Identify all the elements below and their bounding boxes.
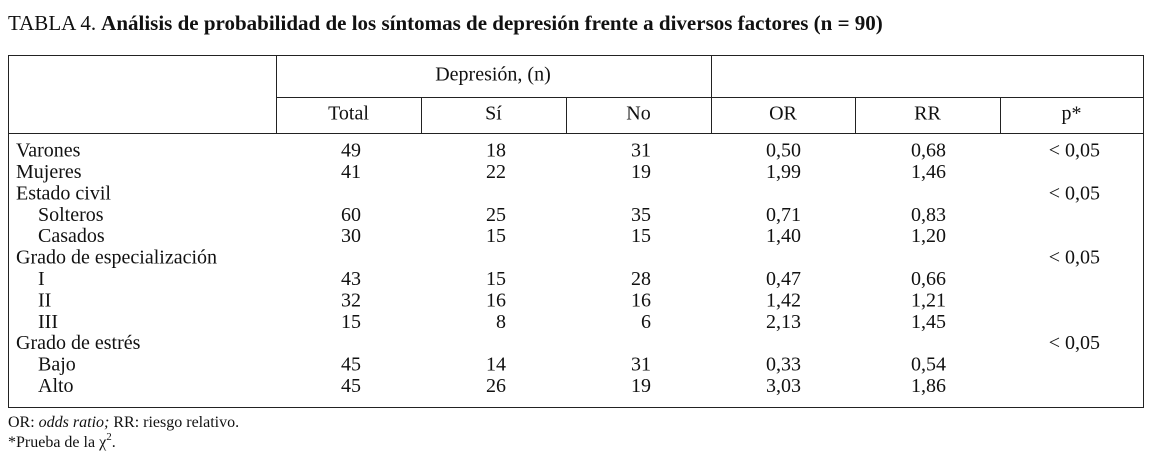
cell: 0,71 xyxy=(766,204,801,226)
row-label: Grado de estrés xyxy=(16,332,141,354)
cell: 43 xyxy=(341,268,361,290)
cell: 49 xyxy=(341,140,361,162)
cell: 15 xyxy=(486,225,506,247)
cell: 30 xyxy=(341,225,361,247)
cell: 28 xyxy=(631,268,651,290)
cell: 3,03 xyxy=(766,375,801,397)
fn-part: odds ratio; xyxy=(39,414,110,431)
title-number: TABLA 4. xyxy=(8,11,96,35)
cell: 1,21 xyxy=(911,289,946,311)
column-header: No xyxy=(626,103,650,125)
cell: 1,46 xyxy=(911,161,946,183)
cell: 14 xyxy=(486,354,506,376)
fn-sup: 2 xyxy=(106,431,112,443)
table-title: TABLA 4. Análisis de probabilidad de los … xyxy=(8,11,883,35)
column-header: Total xyxy=(328,103,369,125)
cell: 41 xyxy=(341,161,361,183)
cell: 16 xyxy=(631,289,651,311)
fn-part: RR: riesgo relativo. xyxy=(109,414,239,431)
cell: 45 xyxy=(341,375,361,397)
cell: 26 xyxy=(486,375,506,397)
cell: < 0,05 xyxy=(1049,182,1100,204)
cell: < 0,05 xyxy=(1049,140,1100,162)
row-label: Estado civil xyxy=(16,182,111,204)
column-header: Sí xyxy=(485,103,502,125)
cell: 0,83 xyxy=(911,204,946,226)
cell: 8 xyxy=(496,311,506,333)
cell: 15 xyxy=(341,311,361,333)
cell: 15 xyxy=(631,225,651,247)
fn-part: OR: xyxy=(8,414,39,431)
table-frame xyxy=(8,55,1144,408)
cell: 1,86 xyxy=(911,375,946,397)
cell: 25 xyxy=(486,204,506,226)
cell: 18 xyxy=(486,140,506,162)
cell: 19 xyxy=(631,161,651,183)
cell: 1,99 xyxy=(766,161,801,183)
cell: 0,33 xyxy=(766,354,801,376)
cell: 0,54 xyxy=(911,354,946,376)
cell: 1,20 xyxy=(911,225,946,247)
cell: 15 xyxy=(486,268,506,290)
row-label: Mujeres xyxy=(16,161,82,183)
cell: 1,45 xyxy=(911,311,946,333)
cell: 16 xyxy=(486,289,506,311)
row-label: Varones xyxy=(16,140,81,162)
column-header: RR xyxy=(914,103,941,125)
cell: 35 xyxy=(631,204,651,226)
row-label: II xyxy=(38,289,51,311)
cell: < 0,05 xyxy=(1049,332,1100,354)
title-text: Análisis de probabilidad de los síntomas… xyxy=(101,11,883,35)
row-label: Casados xyxy=(38,225,105,247)
footnote: OR: odds ratio; RR: riesgo relativo. xyxy=(8,414,239,431)
fn-part: . xyxy=(112,434,116,451)
column-header: p* xyxy=(1062,103,1082,125)
footnote: *Prueba de la χ2. xyxy=(8,431,116,451)
row-label: Bajo xyxy=(38,354,76,376)
cell: 0,66 xyxy=(911,268,946,290)
cell: 1,40 xyxy=(766,225,801,247)
row-label: I xyxy=(38,268,45,290)
cell: 6 xyxy=(641,311,651,333)
group-header: Depresión, (n) xyxy=(435,64,551,86)
cell: < 0,05 xyxy=(1049,247,1100,269)
cell: 45 xyxy=(341,354,361,376)
cell: 31 xyxy=(631,354,651,376)
cell: 0,47 xyxy=(766,268,801,290)
row-label: Solteros xyxy=(38,204,104,226)
cell: 1,42 xyxy=(766,289,801,311)
cell: 0,68 xyxy=(911,140,946,162)
row-label: Alto xyxy=(38,375,74,397)
cell: 2,13 xyxy=(766,311,801,333)
column-header: OR xyxy=(769,103,797,125)
row-label: Grado de especialización xyxy=(16,247,217,269)
cell: 32 xyxy=(341,289,361,311)
cell: 31 xyxy=(631,140,651,162)
cell: 0,50 xyxy=(766,140,801,162)
fn-part: *Prueba de la χ xyxy=(8,434,107,451)
row-label: III xyxy=(38,311,58,333)
cell: 60 xyxy=(341,204,361,226)
cell: 22 xyxy=(486,161,506,183)
cell: 19 xyxy=(631,375,651,397)
